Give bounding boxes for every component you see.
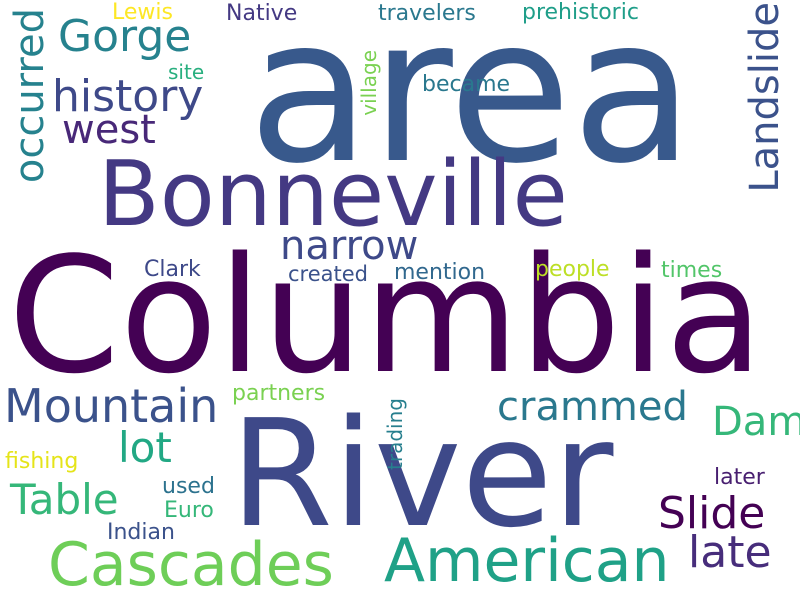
word-created: created: [288, 262, 368, 286]
word-travelers: travelers: [378, 1, 476, 26]
word-mountain: Mountain: [4, 379, 219, 433]
word-later: later: [714, 465, 765, 490]
word-cascades: Cascades: [48, 530, 334, 600]
word-dam: Dam: [712, 399, 800, 445]
word-partners: partners: [232, 381, 326, 406]
word-site: site: [168, 60, 205, 84]
word-bonneville: Bonneville: [98, 142, 568, 247]
word-river: River: [230, 388, 614, 560]
word-euro: Euro: [164, 498, 214, 523]
word-used: used: [162, 474, 215, 499]
word-trading: trading: [383, 398, 407, 470]
word-prehistoric: prehistoric: [522, 0, 639, 25]
word-mention: mention: [394, 260, 486, 285]
word-crammed: crammed: [497, 384, 688, 430]
word-narrow: narrow: [280, 223, 419, 269]
word-occurred: occurred: [7, 8, 53, 184]
word-area: area: [248, 0, 694, 208]
word-indian: Indian: [107, 520, 175, 545]
word-west: west: [62, 107, 156, 153]
word-clark: Clark: [144, 257, 201, 282]
word-times: times: [661, 258, 723, 283]
word-village: village: [357, 50, 381, 116]
word-gorge: Gorge: [58, 11, 192, 62]
word-late: late: [688, 527, 772, 578]
word-table: Table: [10, 475, 119, 524]
word-native: Native: [226, 1, 298, 26]
word-columbia: Columbia: [8, 222, 764, 409]
word-lewis: Lewis: [112, 0, 173, 25]
word-history: history: [52, 71, 204, 122]
word-people: people: [535, 257, 610, 282]
word-slide: Slide: [658, 488, 766, 539]
word-landslide: Landslide: [742, 2, 788, 193]
word-fishing: fishing: [5, 449, 79, 474]
word-lot: lot: [118, 423, 172, 472]
word-american: American: [384, 526, 670, 596]
word-became: became: [422, 72, 511, 97]
